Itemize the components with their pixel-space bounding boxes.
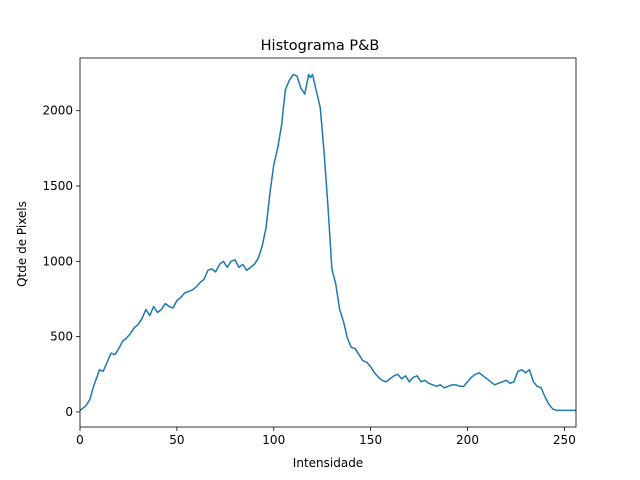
plot-area bbox=[79, 57, 577, 428]
x-tick-label: 0 bbox=[76, 433, 84, 447]
histogram-line bbox=[79, 73, 576, 412]
y-tick-label: 0 bbox=[65, 405, 73, 419]
y-tick-label: 1000 bbox=[42, 254, 73, 268]
x-tick-label: 200 bbox=[456, 433, 479, 447]
y-axis-label: Qtde de Pixels bbox=[15, 201, 29, 287]
x-tick-label: 250 bbox=[553, 433, 576, 447]
plot-frame bbox=[79, 57, 577, 428]
y-tick-label: 2000 bbox=[42, 104, 73, 118]
x-tick-label: 150 bbox=[359, 433, 382, 447]
chart-title: Histograma P&B bbox=[261, 38, 380, 54]
x-axis-label: Intensidade bbox=[293, 456, 363, 470]
x-axis-ticks: 0 50 100 150 200 250 bbox=[76, 427, 576, 447]
y-axis-ticks: 0 500 1000 1500 2000 bbox=[42, 104, 80, 419]
x-tick-label: 50 bbox=[169, 433, 184, 447]
y-tick-label: 500 bbox=[50, 330, 73, 344]
x-tick-label: 100 bbox=[262, 433, 285, 447]
y-tick-label: 1500 bbox=[42, 179, 73, 193]
